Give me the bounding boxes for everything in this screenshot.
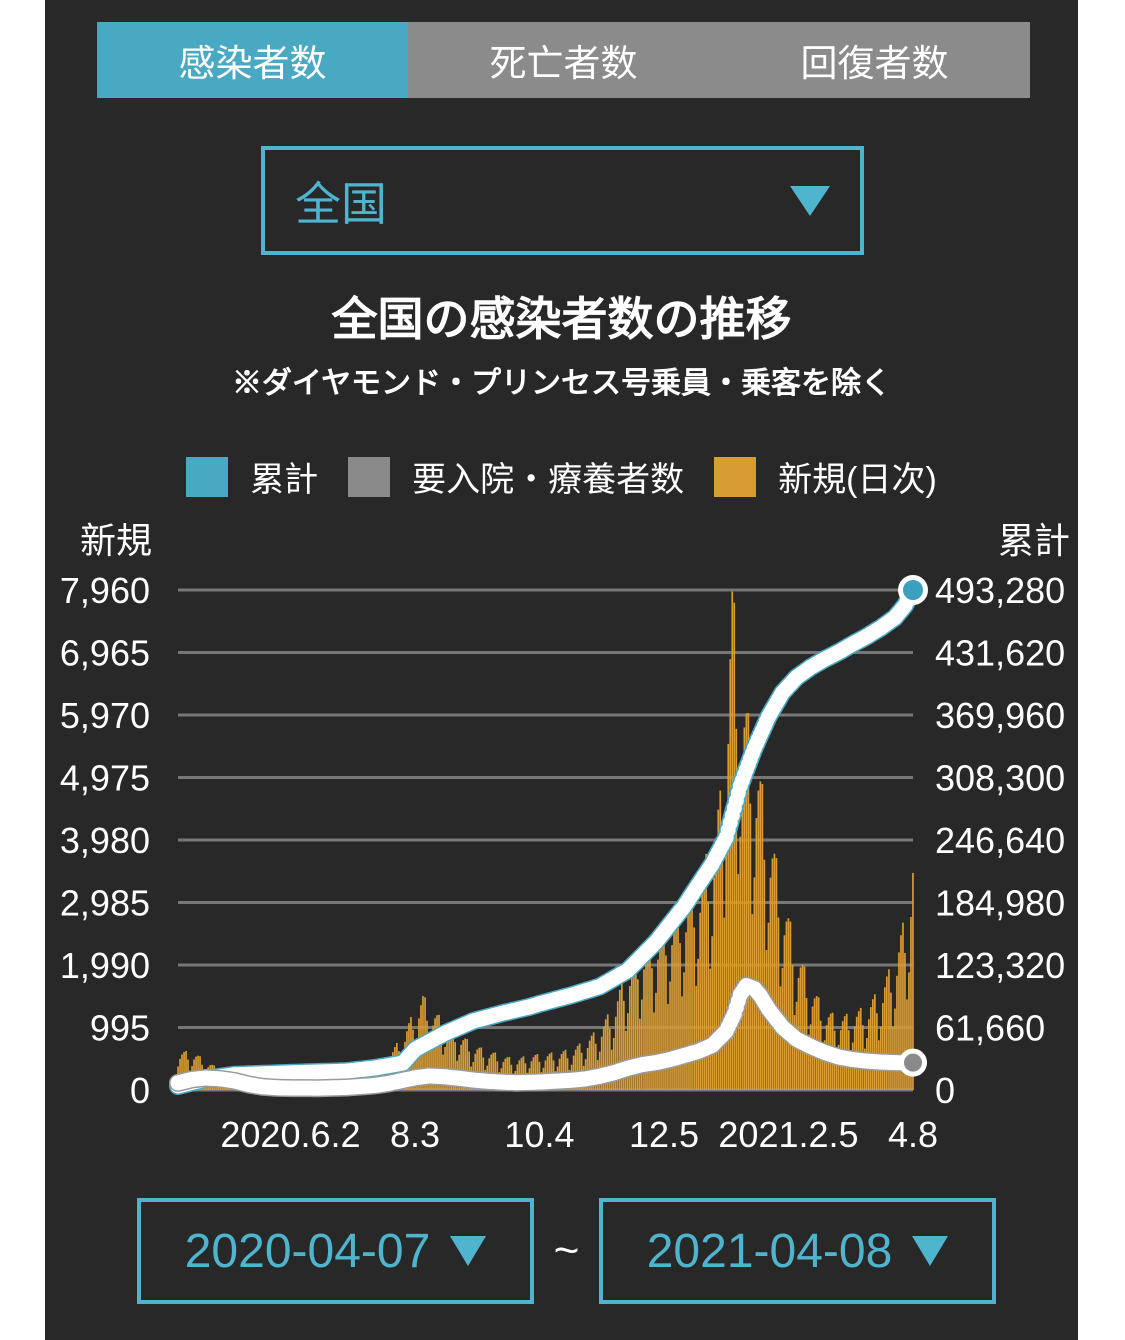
legend-item-hospitalized: 要入院・療養者数 bbox=[348, 452, 684, 501]
left-axis-tick: 995 bbox=[90, 1008, 150, 1049]
x-axis-tick: 12.5 bbox=[629, 1114, 699, 1155]
daily-new-swatch-icon bbox=[714, 456, 757, 497]
right-axis-tick: 61,660 bbox=[935, 1008, 1045, 1049]
legend-item-cumulative: 累計 bbox=[186, 452, 318, 501]
left-axis-tick: 4,975 bbox=[60, 758, 150, 799]
metric-tabs: 感染者数 死亡者数 回復者数 bbox=[97, 22, 1030, 98]
chevron-down-icon bbox=[912, 1236, 949, 1266]
chevron-down-icon bbox=[790, 185, 830, 216]
start-date-value: 2020-04-07 bbox=[184, 1224, 431, 1278]
page-title: 全国の感染者数の推移 bbox=[331, 293, 792, 345]
hospitalized-swatch-icon bbox=[348, 456, 391, 497]
date-range-separator: ~ bbox=[553, 1226, 580, 1275]
right-axis-tick: 0 bbox=[935, 1070, 955, 1111]
chevron-down-icon bbox=[450, 1236, 487, 1266]
right-axis-tick: 369,960 bbox=[935, 695, 1065, 736]
dot-hospitalized-end bbox=[899, 1048, 927, 1077]
right-axis-tick: 184,980 bbox=[935, 883, 1065, 924]
tab-recovered[interactable]: 回復者数 bbox=[719, 22, 1030, 98]
axis-tick-labels: 7,9606,9655,9704,9753,9802,9851,99099504… bbox=[60, 570, 1065, 1155]
right-axis-tick: 493,280 bbox=[935, 570, 1065, 611]
right-axis-tick: 308,300 bbox=[935, 758, 1065, 799]
x-axis-tick: 8.3 bbox=[390, 1114, 440, 1155]
left-axis-tick: 3,980 bbox=[60, 820, 150, 861]
page-subtitle: ※ダイヤモンド・プリンセス号乗員・乗客を除く bbox=[231, 367, 892, 400]
left-axis-title: 新規 bbox=[80, 520, 153, 561]
cumulative-swatch-icon bbox=[186, 456, 229, 497]
right-axis-tick: 246,640 bbox=[935, 820, 1065, 861]
legend-item-daily-new: 新規(日次) bbox=[714, 452, 937, 501]
left-axis-tick: 5,970 bbox=[60, 695, 150, 736]
right-axis-tick: 123,320 bbox=[935, 945, 1065, 986]
tab-deaths[interactable]: 死亡者数 bbox=[408, 22, 719, 98]
start-date-select[interactable]: 2020-04-07 bbox=[137, 1198, 534, 1304]
chart-legend: 累計 要入院・療養者数 新規(日次) bbox=[45, 452, 1078, 501]
right-axis-title: 累計 bbox=[998, 520, 1071, 561]
left-axis-tick: 6,965 bbox=[60, 633, 150, 674]
legend-label: 新規(日次) bbox=[778, 461, 937, 499]
region-select[interactable]: 全国 bbox=[261, 146, 864, 255]
left-axis-tick: 0 bbox=[130, 1070, 150, 1111]
end-date-select[interactable]: 2021-04-08 bbox=[599, 1198, 996, 1304]
dot-cumulative-end bbox=[898, 575, 928, 605]
tab-infected[interactable]: 感染者数 bbox=[97, 22, 408, 98]
left-axis-tick: 7,960 bbox=[60, 570, 150, 611]
region-select-value: 全国 bbox=[295, 177, 387, 230]
legend-label: 要入院・療養者数 bbox=[412, 461, 685, 499]
line-hospitalized bbox=[169, 976, 922, 1098]
left-axis-tick: 2,985 bbox=[60, 883, 150, 924]
end-date-value: 2021-04-08 bbox=[646, 1224, 893, 1278]
x-axis-tick: 10.4 bbox=[504, 1114, 574, 1155]
x-axis-tick: 4.8 bbox=[888, 1114, 938, 1155]
x-axis-tick: 2021.2.5 bbox=[718, 1114, 858, 1155]
x-axis-tick: 2020.6.2 bbox=[220, 1114, 360, 1155]
line-cumulative bbox=[169, 581, 922, 1095]
right-axis-tick: 431,620 bbox=[935, 633, 1065, 674]
dashboard-panel bbox=[45, 0, 1078, 1340]
legend-label: 累計 bbox=[250, 461, 319, 499]
left-axis-tick: 1,990 bbox=[60, 945, 150, 986]
